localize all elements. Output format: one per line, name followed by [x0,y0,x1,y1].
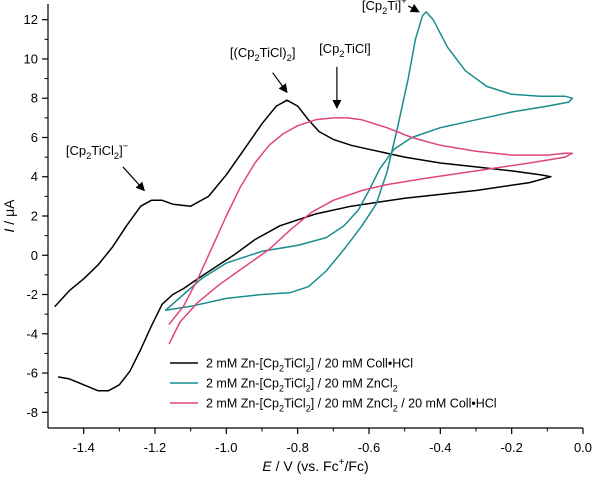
y-tick-label: -2 [26,287,38,302]
annotation-label-3: [Cp2TiCl] [319,41,371,59]
y-tick-label: 4 [31,169,38,184]
series-line-3 [168,117,574,345]
annotation-label-2: [(Cp2TiCl)2] [230,45,296,63]
x-tick-label: -0.8 [286,440,308,455]
y-tick-label: -4 [26,326,38,341]
y-tick-label: 12 [24,12,38,27]
y-tick-label: -6 [26,366,38,381]
annotation-arrow-1 [122,166,145,192]
y-tick-label: 6 [31,130,38,145]
x-axis-title: E / V (vs. Fc+/Fc) [262,457,368,474]
x-tick-label: -0.2 [500,440,522,455]
annotation-label-4: [Cp2Ti]+ [362,0,407,16]
axes: -1.4 -1.2 -1.0 -0.8 -0.6 -0.4 -0.2 0.0 -8 -6 -4 -2 0… [1,4,592,474]
annotation-arrow-4 [407,4,420,13]
annotation-label-1: [Cp2TiCl2]− [66,141,128,161]
y-tick-label: -8 [26,405,38,420]
y-tick-label: 8 [31,91,38,106]
y-axis-title: I / μA [1,199,17,233]
x-tick-label: -1.4 [72,440,94,455]
y-tick-label: 2 [31,209,38,224]
legend-label-3: 2 mM Zn-[Cp2TiCl2] / 20 mM ZnCl2 / 20 mM… [206,397,497,414]
legend: 2 mM Zn-[Cp2TiCl2] / 20 mM Coll•HCl 2 mM … [170,357,497,414]
x-tick-label: -1.2 [144,440,166,455]
annotation-arrow-2 [272,72,288,94]
y-tick-label: 10 [24,51,38,66]
legend-label-1: 2 mM Zn-[Cp2TiCl2] / 20 mM Coll•HCl [206,357,413,374]
annotations: [Cp2TiCl2]− [(Cp2TiCl)2] [Cp2TiCl] [Cp2Ti]+ [66,0,420,192]
x-tick-label: -1.0 [215,440,237,455]
series-line-2 [164,11,574,311]
series-group [54,11,574,392]
x-tick-label: 0.0 [574,440,592,455]
series-line-1 [54,99,552,392]
legend-label-2: 2 mM Zn-[Cp2TiCl2] / 20 mM ZnCl2 [206,377,398,394]
x-tick-label: -0.6 [358,440,380,455]
x-tick-label: -0.4 [429,440,451,455]
y-tick-label: 0 [31,248,38,263]
